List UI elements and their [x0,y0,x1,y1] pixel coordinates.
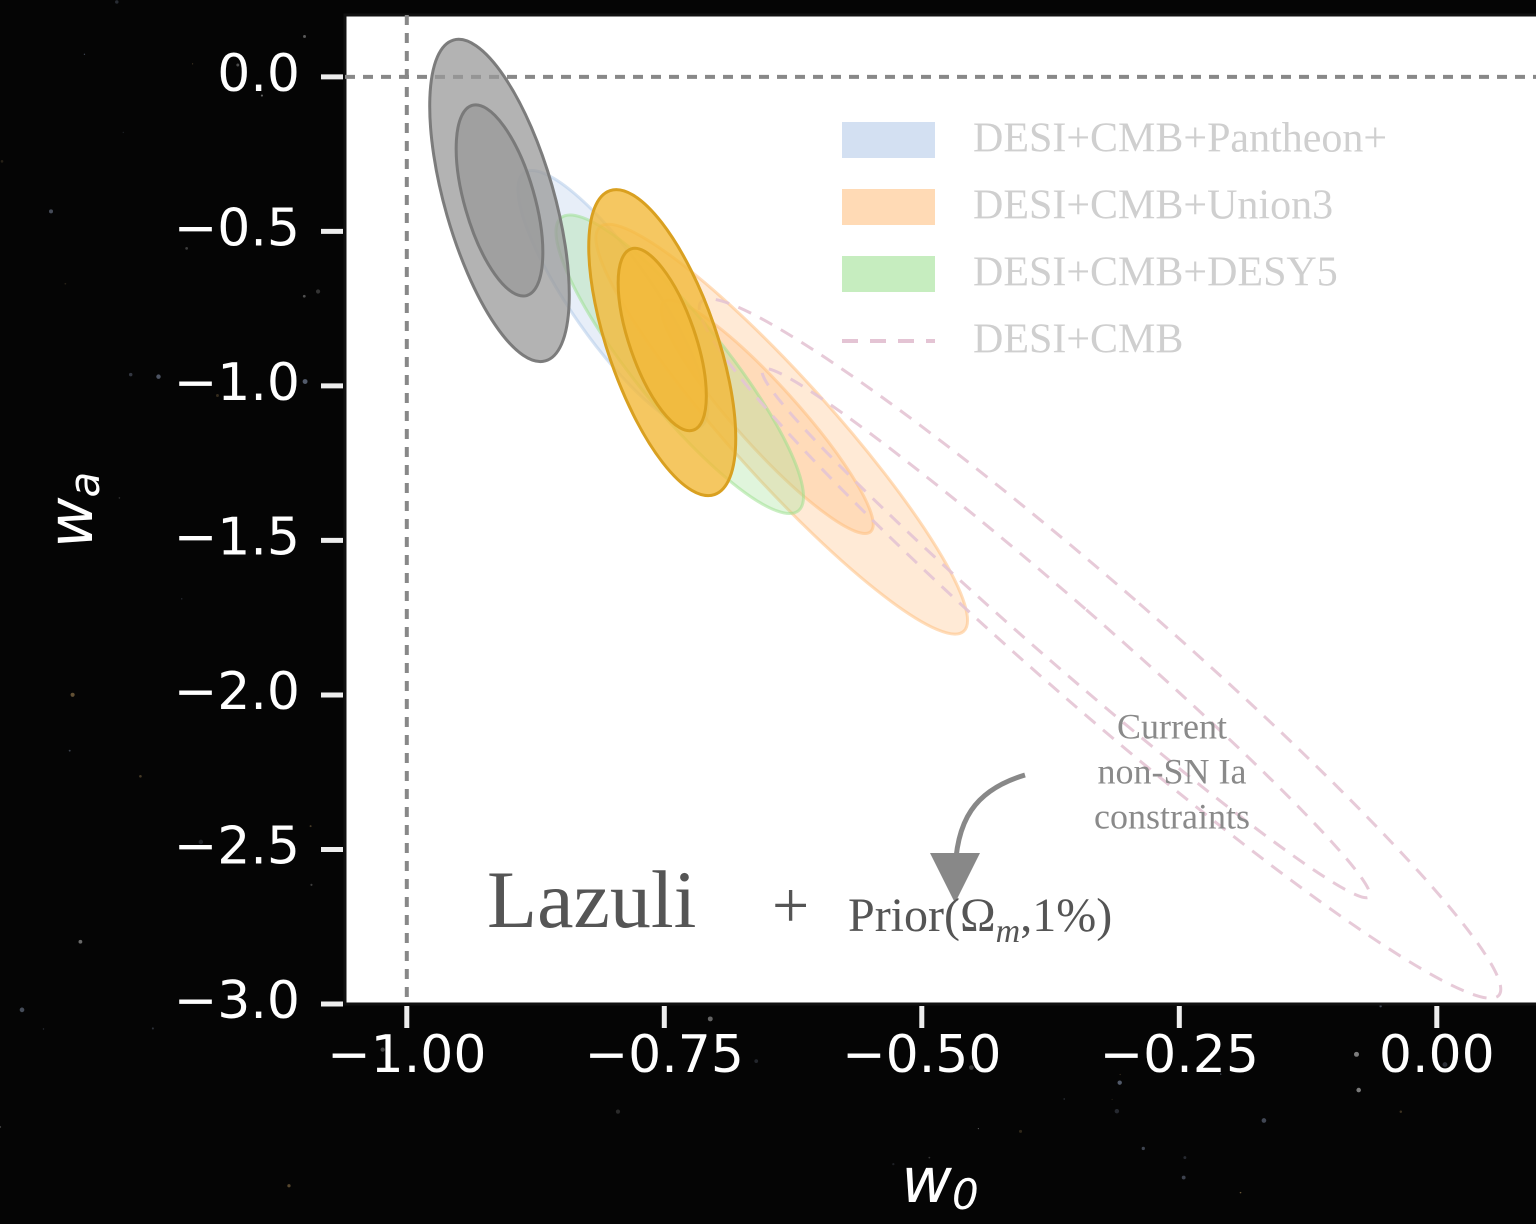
annotation-line: non-SN Ia [1098,751,1247,791]
star [892,1162,895,1166]
star [128,372,133,377]
star [215,394,219,397]
axes: −1.00 −0.75 −0.50 −0.25 0.00 0.0 −0.5 −1.0 −1.5 −… [174,44,1495,1085]
star [1114,1108,1120,1114]
prior-sub: m [996,913,1021,950]
contour [454,103,545,298]
star [1239,1191,1242,1194]
star [310,883,313,886]
star [615,1109,621,1114]
star [1261,1118,1267,1123]
star [19,1007,25,1013]
star [181,598,183,600]
star [260,94,263,97]
y-tick-label: −1.5 [174,507,300,567]
star [1181,1175,1186,1180]
x-tick-label: −0.50 [842,1025,1001,1085]
star [122,131,124,134]
legend: DESI+CMB+Pantheon+ DESI+CMB+Union3 DESI+CM… [842,116,1387,363]
star [1354,1051,1359,1057]
star [156,374,161,379]
annotation-arrow [930,772,1026,903]
star [1019,1129,1023,1133]
star [380,1047,385,1052]
star [1117,1080,1122,1085]
star [969,1065,974,1070]
star [287,1184,291,1188]
star [118,497,121,499]
legend-label: DESI+CMB+Union3 [973,183,1333,229]
y-tick-label: −2.5 [174,816,300,876]
star [70,692,75,697]
legend-swatch [842,256,935,292]
legend-label: DESI+CMB [973,317,1183,363]
star [68,749,71,752]
legend-swatch [842,189,935,225]
star [64,282,67,285]
star [977,1128,979,1130]
star [49,209,54,214]
star [1379,1005,1382,1008]
star [192,63,194,65]
legend-label: DESI+CMB+DESY5 [973,250,1338,296]
star [1119,1073,1121,1076]
legend-label: DESI+CMB+Pantheon+ [973,116,1387,162]
star [0,1125,2,1129]
star [707,1016,713,1022]
legend-swatch [842,122,935,158]
y-tick-label: −1.0 [174,353,300,413]
plus-label: + [772,869,809,942]
star [0,160,4,163]
star [1442,1062,1448,1067]
star [315,289,321,294]
star [42,1028,45,1030]
star [303,35,306,38]
star [236,63,240,67]
star [928,1156,931,1159]
y-label-sub: a [60,472,109,498]
prior-label: Prior(Ωm,1%) [848,889,1112,950]
y-tick-label: −3.0 [174,971,300,1031]
y-axis-label: wa [34,472,108,548]
star [198,839,204,845]
lazuli-label: Lazuli [487,854,696,945]
contour [760,367,1372,900]
prior-start: Prior(Ω [848,889,996,942]
star [1111,1098,1113,1100]
star [309,825,312,828]
star [302,379,308,385]
star [302,294,306,298]
contour [616,246,708,433]
star [1399,1110,1403,1114]
star [115,0,119,4]
star [78,939,83,944]
x-label-base: w [901,1144,952,1217]
star [139,774,142,778]
annotation-line: constraints [1094,796,1250,836]
x-tick-label: −1.00 [327,1025,486,1085]
y-tick-label: −2.0 [174,662,300,722]
star [754,1059,759,1064]
star [1141,1146,1145,1151]
star [151,1027,154,1030]
annotation-line: Current [1117,706,1227,746]
prior-end: ,1%) [1020,889,1112,942]
star [1063,1098,1066,1100]
x-tick-label: −0.75 [585,1025,744,1085]
star [1219,1073,1222,1075]
x-axis-label: w0 [901,1144,978,1218]
star [1183,1156,1187,1160]
y-tick-label: 0.0 [217,44,300,104]
plot-content [345,15,1536,1004]
y-tick-label: −0.5 [174,198,300,258]
x-tick-label: 0.00 [1379,1025,1495,1085]
x-label-sub: 0 [952,1170,979,1219]
y-label-base: w [34,497,107,548]
x-tick-label: −0.25 [1100,1025,1259,1085]
star [83,53,86,56]
star [185,246,189,250]
star [1356,1087,1361,1093]
